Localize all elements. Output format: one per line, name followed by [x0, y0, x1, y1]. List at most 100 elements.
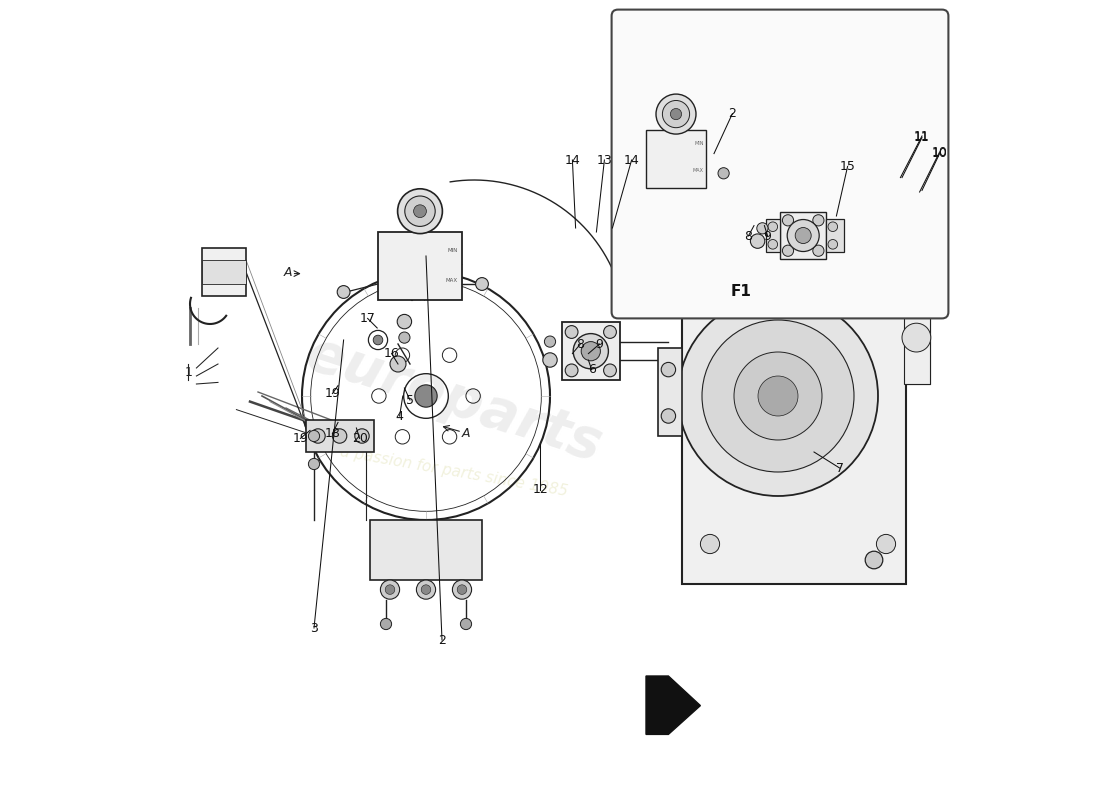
Text: A: A	[284, 266, 292, 278]
Circle shape	[701, 214, 719, 234]
Text: 2: 2	[438, 634, 446, 646]
Circle shape	[795, 227, 811, 243]
Circle shape	[768, 239, 778, 249]
Text: 10: 10	[932, 146, 947, 158]
Circle shape	[415, 385, 437, 407]
Circle shape	[828, 239, 837, 249]
Circle shape	[830, 268, 846, 284]
Text: F1: F1	[730, 285, 751, 299]
Text: europarts: europarts	[300, 327, 608, 473]
Text: 11: 11	[914, 130, 929, 142]
Circle shape	[782, 214, 793, 226]
Circle shape	[604, 364, 616, 377]
Polygon shape	[646, 676, 701, 734]
Bar	[766, 218, 780, 252]
Text: 17: 17	[360, 312, 375, 325]
Circle shape	[661, 362, 675, 377]
Text: 20: 20	[352, 432, 367, 445]
Text: 16: 16	[384, 347, 399, 360]
Circle shape	[670, 109, 682, 120]
Circle shape	[405, 196, 436, 226]
Circle shape	[397, 314, 411, 329]
Circle shape	[475, 278, 488, 290]
Text: 7: 7	[836, 462, 844, 474]
Circle shape	[381, 618, 392, 630]
Circle shape	[828, 222, 837, 231]
Circle shape	[788, 219, 820, 251]
Text: MAX: MAX	[446, 278, 458, 282]
Text: 6: 6	[587, 363, 595, 376]
Circle shape	[807, 246, 868, 306]
Circle shape	[573, 334, 608, 369]
Circle shape	[701, 534, 719, 554]
Circle shape	[385, 585, 395, 594]
Circle shape	[604, 326, 616, 338]
Circle shape	[734, 352, 822, 440]
Text: 3: 3	[310, 622, 318, 634]
Circle shape	[399, 332, 410, 343]
Circle shape	[338, 286, 350, 298]
Text: 14: 14	[624, 154, 639, 166]
Text: 19: 19	[324, 387, 340, 400]
Circle shape	[757, 222, 768, 234]
Circle shape	[414, 205, 427, 218]
Bar	[202, 260, 246, 284]
Text: A: A	[462, 427, 471, 440]
Circle shape	[417, 580, 436, 599]
Text: 19: 19	[293, 432, 308, 445]
Circle shape	[397, 189, 442, 234]
Circle shape	[656, 94, 696, 134]
Circle shape	[702, 320, 854, 472]
Polygon shape	[682, 196, 930, 584]
Text: 12: 12	[532, 483, 548, 496]
Circle shape	[542, 353, 558, 367]
Circle shape	[813, 245, 824, 256]
Circle shape	[421, 585, 431, 594]
FancyBboxPatch shape	[612, 10, 948, 318]
Circle shape	[782, 245, 793, 256]
Bar	[370, 520, 482, 580]
Text: 18: 18	[324, 427, 340, 440]
Circle shape	[661, 409, 675, 423]
Circle shape	[866, 551, 883, 569]
Circle shape	[750, 234, 764, 248]
Bar	[306, 420, 374, 452]
Text: 13: 13	[596, 154, 613, 166]
Circle shape	[373, 335, 383, 345]
Text: 8: 8	[745, 230, 752, 242]
Circle shape	[718, 168, 729, 179]
Bar	[780, 212, 826, 258]
Circle shape	[877, 214, 895, 234]
Text: 4: 4	[396, 410, 404, 422]
Circle shape	[308, 430, 320, 442]
Circle shape	[813, 214, 824, 226]
Circle shape	[390, 356, 406, 372]
Text: 15: 15	[839, 160, 856, 173]
Circle shape	[452, 580, 472, 599]
Circle shape	[311, 429, 326, 443]
Polygon shape	[658, 348, 682, 436]
Circle shape	[581, 342, 601, 361]
Bar	[202, 248, 246, 296]
Circle shape	[678, 296, 878, 496]
Circle shape	[616, 300, 632, 316]
Circle shape	[902, 323, 931, 352]
Circle shape	[565, 326, 578, 338]
Bar	[390, 520, 462, 528]
Circle shape	[458, 585, 466, 594]
Circle shape	[308, 458, 320, 470]
Circle shape	[565, 364, 578, 377]
Text: 8: 8	[576, 338, 584, 350]
Text: 2: 2	[728, 107, 736, 120]
Bar	[826, 218, 844, 252]
Text: 11: 11	[914, 131, 929, 144]
Text: a passion for parts since 1985: a passion for parts since 1985	[339, 445, 569, 499]
Circle shape	[758, 376, 798, 416]
Text: MIN: MIN	[694, 141, 704, 146]
Text: MIN: MIN	[448, 248, 458, 253]
Text: 10: 10	[932, 147, 947, 160]
Bar	[562, 322, 619, 380]
Text: 5: 5	[406, 394, 414, 406]
Text: 9: 9	[763, 230, 771, 242]
Circle shape	[332, 429, 346, 443]
